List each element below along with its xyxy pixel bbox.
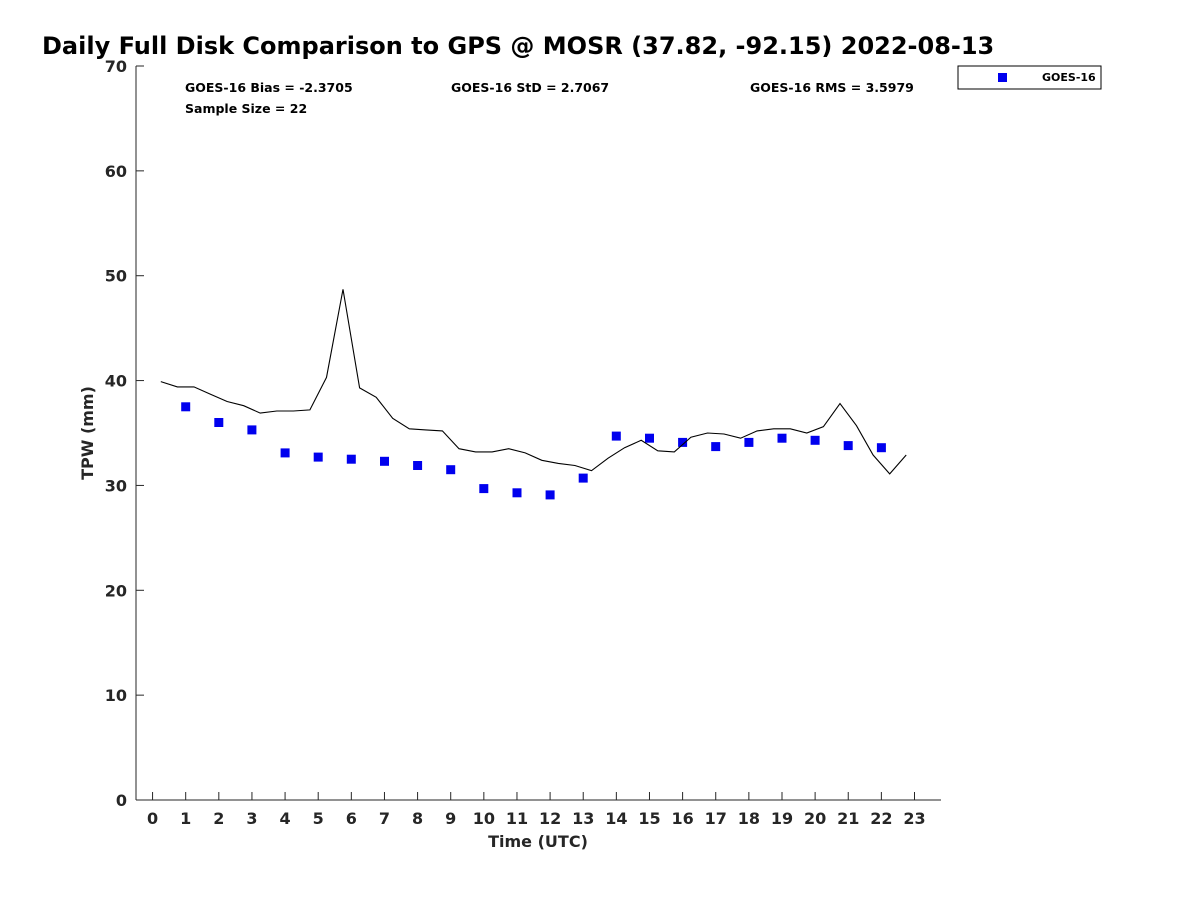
y-tick-label: 50 bbox=[105, 267, 127, 286]
x-tick-label: 10 bbox=[473, 809, 495, 828]
goes16-data-point bbox=[645, 433, 654, 443]
goes16-data-point bbox=[313, 452, 323, 462]
x-tick-label: 0 bbox=[147, 809, 158, 828]
goes16-data-point bbox=[810, 435, 820, 445]
legend-box bbox=[957, 65, 1102, 90]
goes16-data-point bbox=[446, 465, 456, 475]
goes16-data-point bbox=[512, 488, 522, 498]
stat-sample-size: Sample Size = 22 bbox=[185, 101, 307, 116]
x-tick-label: 2 bbox=[213, 809, 224, 828]
y-tick-label: 40 bbox=[105, 372, 127, 391]
goes16-data-point bbox=[545, 490, 555, 500]
goes16-data-point bbox=[479, 484, 489, 494]
chart-title: Daily Full Disk Comparison to GPS @ MOSR… bbox=[42, 32, 994, 60]
goes16-data-point bbox=[346, 454, 356, 464]
x-tick-label: 7 bbox=[379, 809, 390, 828]
goes16-data-point bbox=[280, 448, 290, 458]
x-tick-label: 12 bbox=[539, 809, 561, 828]
goes16-data-point bbox=[744, 437, 754, 447]
x-tick-label: 8 bbox=[412, 809, 423, 828]
x-tick-label: 22 bbox=[870, 809, 892, 828]
y-tick-label: 60 bbox=[105, 162, 127, 181]
x-tick-label: 3 bbox=[246, 809, 257, 828]
y-tick-label: 20 bbox=[105, 581, 127, 600]
goes16-data-point bbox=[611, 431, 621, 441]
x-tick-label: 4 bbox=[280, 809, 291, 828]
x-axis-label: Time (UTC) bbox=[488, 832, 588, 851]
x-tick-label: 15 bbox=[638, 809, 660, 828]
x-tick-label: 11 bbox=[506, 809, 528, 828]
legend-marker-goes16 bbox=[998, 73, 1007, 82]
goes16-data-point bbox=[843, 441, 853, 451]
x-tick-label: 1 bbox=[180, 809, 191, 828]
goes16-data-point bbox=[247, 425, 257, 435]
x-tick-label: 5 bbox=[313, 809, 324, 828]
y-axis-label: TPW (mm) bbox=[78, 386, 97, 480]
x-tick-label: 21 bbox=[837, 809, 859, 828]
y-tick-label: 70 bbox=[105, 57, 127, 76]
goes16-data-point bbox=[413, 461, 423, 470]
goes16-data-point bbox=[380, 456, 389, 466]
stat-std: GOES-16 StD = 2.7067 bbox=[451, 80, 609, 95]
gps-series-line bbox=[160, 289, 907, 475]
x-tick-label: 16 bbox=[671, 809, 693, 828]
x-tick-label: 20 bbox=[804, 809, 826, 828]
x-tick-label: 19 bbox=[771, 809, 793, 828]
x-tick-label: 17 bbox=[705, 809, 727, 828]
stat-rms: GOES-16 RMS = 3.5979 bbox=[750, 80, 914, 95]
x-tick-label: 14 bbox=[605, 809, 627, 828]
goes16-data-point bbox=[711, 442, 721, 452]
x-tick-label: 9 bbox=[445, 809, 456, 828]
goes16-data-point bbox=[678, 437, 688, 447]
x-tick-label: 6 bbox=[346, 809, 357, 828]
goes16-data-point bbox=[777, 433, 787, 443]
goes16-data-point bbox=[181, 402, 191, 412]
goes16-data-point bbox=[214, 418, 224, 427]
x-tick-label: 23 bbox=[903, 809, 925, 828]
stat-bias: GOES-16 Bias = -2.3705 bbox=[185, 80, 353, 95]
x-tick-label: 13 bbox=[572, 809, 594, 828]
goes16-data-point bbox=[578, 473, 588, 483]
x-tick-label: 18 bbox=[738, 809, 760, 828]
y-tick-label: 10 bbox=[105, 686, 127, 705]
legend-label-goes16: GOES-16 bbox=[1042, 71, 1096, 84]
goes16-data-point bbox=[876, 443, 886, 453]
y-tick-label: 0 bbox=[116, 791, 127, 810]
y-tick-label: 30 bbox=[105, 476, 127, 495]
legend: GOES-16 bbox=[957, 65, 1102, 90]
